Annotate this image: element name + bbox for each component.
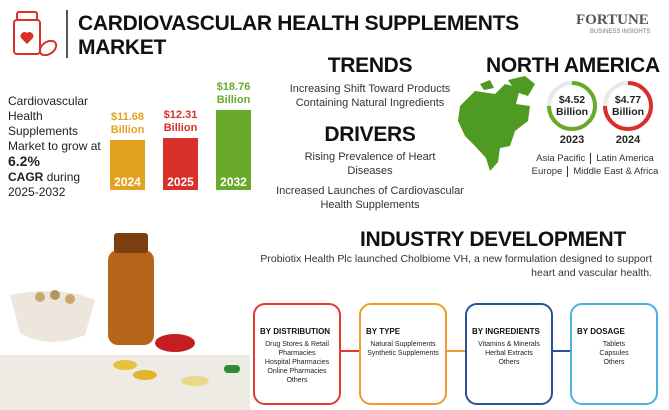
region-name: Middle East & Africa: [573, 166, 659, 177]
segment-item: Natural Supplements: [370, 341, 436, 348]
illustration: [0, 233, 250, 410]
region-name: Latin America: [596, 153, 654, 164]
region-year: 2024: [615, 134, 641, 146]
segment-item: Others: [286, 377, 308, 384]
cagr-value: 6.2%: [8, 153, 40, 169]
bar: [110, 140, 145, 190]
region-heading: NORTH AMERICA: [486, 54, 660, 77]
connector: [447, 350, 465, 352]
region-value: $4.77 Billion: [611, 94, 645, 118]
other-regions: Asia Pacific Latin America Europe Middle E…: [530, 152, 660, 178]
bar: [163, 137, 198, 190]
region-ring: [603, 81, 653, 131]
segment-item: Hospital Pharmacies: [264, 359, 330, 366]
driver-item: Rising Prevalence of Heart Diseases: [304, 151, 436, 177]
segment-item: Tablets: [602, 341, 626, 348]
segment-card: BY TYPE Natural Supplements Synthetic Supp…: [359, 303, 447, 405]
segment-item: Online Pharmacies: [267, 368, 327, 375]
industry-heading: INDUSTRY DEVELOPMENT: [360, 228, 626, 251]
logo-subtext: BUSINESS INSIGHTS: [590, 29, 651, 35]
region-year: 2023: [559, 134, 585, 146]
trend-item: Increasing Shift Toward Products Contain…: [289, 83, 451, 109]
segment-item: Others: [498, 359, 520, 366]
growth-text: Cardiovascular Health Supplements Market…: [8, 94, 110, 200]
logo-text: FORTUNE: [576, 12, 649, 28]
cagr-label: CAGR: [8, 170, 44, 184]
bar-value-label: $12.31 Billion: [163, 108, 198, 134]
segment-title: BY INGREDIENTS: [472, 327, 540, 336]
segment-title: BY DOSAGE: [577, 327, 625, 336]
region-value: $4.52 Billion: [555, 94, 589, 118]
segment-item: Synthetic Supplements: [367, 350, 439, 357]
segment-item: Vitamins & Minerals: [478, 341, 540, 348]
connector: [553, 350, 571, 352]
region-name: Europe: [531, 166, 563, 177]
segment-item: Capsules: [599, 350, 629, 357]
header-icon: [13, 11, 58, 57]
driver-item: Increased Launches of Cardiovascular Hea…: [276, 185, 464, 211]
segment-card: BY INGREDIENTS Vitamins & Minerals Herbal …: [465, 303, 553, 405]
logo: FORTUNE BUSINESS INSIGHTS: [576, 12, 650, 35]
segment-title: BY DISTRIBUTION: [260, 327, 331, 336]
segment-item: Others: [603, 359, 625, 366]
bar-value-label: $18.76 Billion: [216, 81, 251, 106]
bar: [216, 110, 251, 190]
segment-item: Drug Stores & Retail Pharmacies: [265, 341, 329, 357]
bar-year: 2032: [220, 175, 247, 189]
connector: [341, 350, 359, 352]
segment-title: BY TYPE: [366, 327, 401, 336]
region-ring: [547, 81, 597, 131]
growth-period: during 2025-2032: [8, 170, 81, 199]
region-name: Asia Pacific: [536, 153, 586, 164]
title: CARDIOVASCULAR HEALTH SUPPLEMENTS MARKET: [78, 12, 519, 59]
segment-card: BY DOSAGE Tablets Capsules Others: [570, 303, 658, 405]
growth-intro: Cardiovascular Health Supplements Market…: [8, 94, 101, 153]
industry-text: Probiotix Health Plc launched Cholbiome …: [260, 253, 652, 279]
bar-year: 2025: [167, 175, 194, 189]
segment-card: BY DISTRIBUTION Drug Stores & Retail Phar…: [253, 303, 341, 405]
divider: [66, 10, 68, 58]
map: [458, 76, 535, 171]
trends-heading: TRENDS: [327, 54, 413, 77]
drivers-heading: DRIVERS: [324, 123, 416, 146]
bar-value-label: $11.68 Billion: [110, 111, 145, 137]
segment-item: Herbal Extracts: [485, 350, 533, 357]
bar-year: 2024: [114, 175, 141, 189]
